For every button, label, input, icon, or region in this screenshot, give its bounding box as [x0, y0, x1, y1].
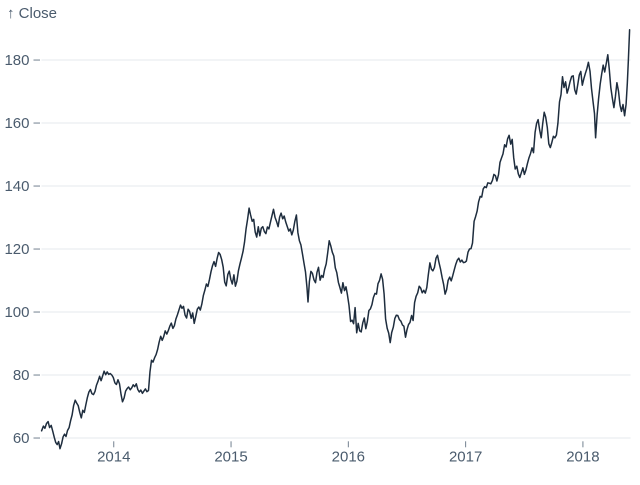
x-tick-label: 2017 — [449, 449, 482, 466]
x-axis-tick-marks — [113, 441, 584, 448]
y-tick-label: 60 — [13, 430, 30, 447]
x-tick-label: 2014 — [97, 449, 130, 466]
y-tick-label: 160 — [4, 115, 29, 132]
y-tick-label: 120 — [4, 241, 29, 258]
x-tick-label: 2015 — [214, 449, 247, 466]
y-tick-label: 80 — [13, 367, 30, 384]
y-axis-label: ↑ Close — [7, 5, 58, 22]
y-tick-label: 140 — [4, 178, 29, 195]
x-tick-label: 2016 — [332, 449, 365, 466]
y-axis-tick-marks — [33, 59, 40, 439]
close-price-line-series — [40, 29, 631, 450]
gridlines — [41, 59, 631, 439]
x-tick-label: 2018 — [566, 449, 599, 466]
y-tick-label: 100 — [4, 304, 29, 321]
y-tick-label: 180 — [4, 52, 29, 69]
y-axis-tick-labels: 60 80 100 120 140 160 180 — [4, 52, 29, 447]
x-axis-tick-labels: 2014 2015 2016 2017 2018 — [97, 449, 600, 466]
